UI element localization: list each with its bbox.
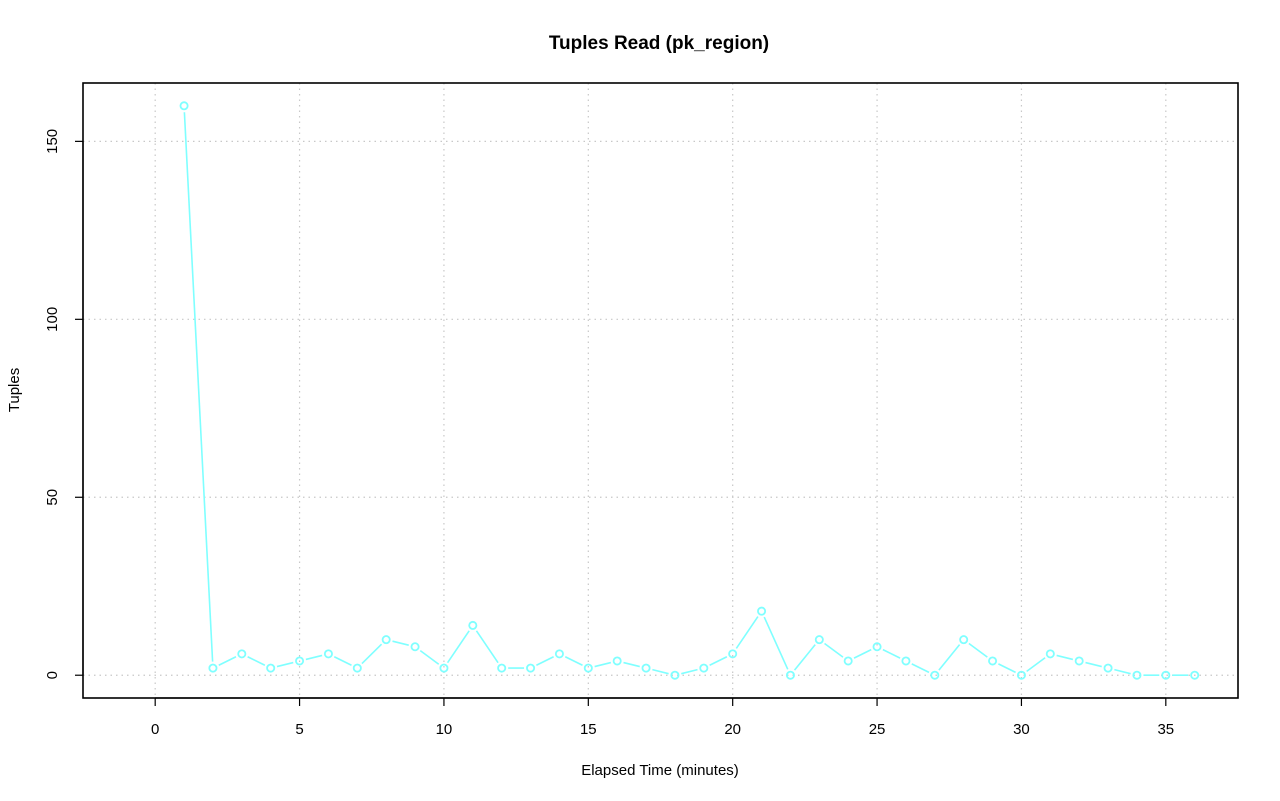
x-tick-label: 10 (436, 721, 453, 738)
data-point (699, 663, 709, 673)
x-tick-label: 15 (580, 721, 597, 738)
chart-title: Tuples Read (pk_region) (549, 33, 769, 54)
series-segment (392, 640, 409, 646)
series-segment (998, 663, 1016, 674)
data-point (959, 635, 969, 645)
series-segment (911, 663, 930, 674)
data-point (1045, 649, 1055, 659)
series-segment (623, 661, 640, 668)
data-point (266, 663, 276, 673)
series-segment (968, 642, 988, 658)
series-segment (183, 112, 214, 662)
data-point (988, 656, 998, 666)
data-point (439, 663, 449, 673)
data-point (1103, 663, 1113, 673)
y-axis-label: Tuples (6, 368, 23, 412)
series-segment (419, 649, 440, 665)
series-segment (1114, 668, 1131, 675)
data-point (641, 663, 651, 673)
series-segment (564, 656, 583, 666)
series-segment (536, 656, 554, 666)
data-point (843, 656, 853, 666)
x-tick-label: 5 (295, 721, 303, 738)
data-point (1190, 670, 1200, 680)
data-point (468, 620, 478, 630)
series-segment (218, 656, 237, 666)
data-point (323, 649, 333, 659)
series-segment (652, 668, 669, 675)
data-point (295, 656, 305, 666)
x-tick-label: 0 (151, 721, 159, 738)
x-axis: 0 5 10 15 20 25 30 35 (151, 697, 1174, 738)
data-point (554, 649, 564, 659)
data-point (814, 635, 824, 645)
series-segment (735, 616, 759, 649)
x-axis-label: Elapsed Time (minutes) (581, 762, 739, 779)
series-segment (446, 630, 470, 664)
data-point (352, 663, 362, 673)
y-tick-label: 100 (44, 307, 61, 332)
series-segment (681, 668, 698, 675)
x-tick-label: 25 (869, 721, 886, 738)
data-point (670, 670, 680, 680)
data-point (583, 663, 593, 673)
data-point (179, 101, 189, 111)
y-tick-label: 0 (44, 671, 61, 679)
series-segment (305, 654, 323, 661)
series-segment (853, 648, 872, 659)
data-point (410, 642, 420, 652)
series-segment (709, 656, 728, 666)
series-segment (333, 656, 352, 666)
series-segment (276, 661, 294, 668)
data-point (1074, 656, 1084, 666)
data-point (901, 656, 911, 666)
series-segment (1026, 657, 1046, 673)
data-point (526, 663, 536, 673)
series-segment (938, 644, 961, 671)
y-tick-label: 50 (44, 489, 61, 506)
series-line (183, 112, 1189, 677)
series-segment (882, 648, 901, 659)
grid (83, 83, 1238, 698)
series-segment (361, 643, 383, 665)
data-point (728, 649, 738, 659)
data-point (872, 642, 882, 652)
data-point (785, 670, 795, 680)
series-segment (793, 644, 816, 671)
data-point (381, 635, 391, 645)
series-segment (247, 656, 266, 666)
series-segment (1085, 661, 1102, 668)
series-segment (594, 661, 612, 668)
data-point (497, 663, 507, 673)
x-tick-label: 30 (1013, 721, 1030, 738)
series-points (179, 101, 1200, 680)
series-segment (475, 630, 499, 664)
data-point (1132, 670, 1142, 680)
y-axis: 0 50 100 150 (44, 129, 84, 679)
data-point (1016, 670, 1026, 680)
data-point (757, 606, 767, 616)
data-point (930, 670, 940, 680)
series-segment (1056, 654, 1074, 661)
data-point (237, 649, 247, 659)
data-point (1161, 670, 1171, 680)
data-point (612, 656, 622, 666)
series-segment (824, 642, 844, 658)
series-segment (763, 616, 789, 670)
x-tick-label: 35 (1157, 721, 1174, 738)
y-tick-label: 150 (44, 129, 61, 154)
data-point (208, 663, 218, 673)
plot-frame (82, 82, 1239, 699)
x-tick-label: 20 (724, 721, 741, 738)
